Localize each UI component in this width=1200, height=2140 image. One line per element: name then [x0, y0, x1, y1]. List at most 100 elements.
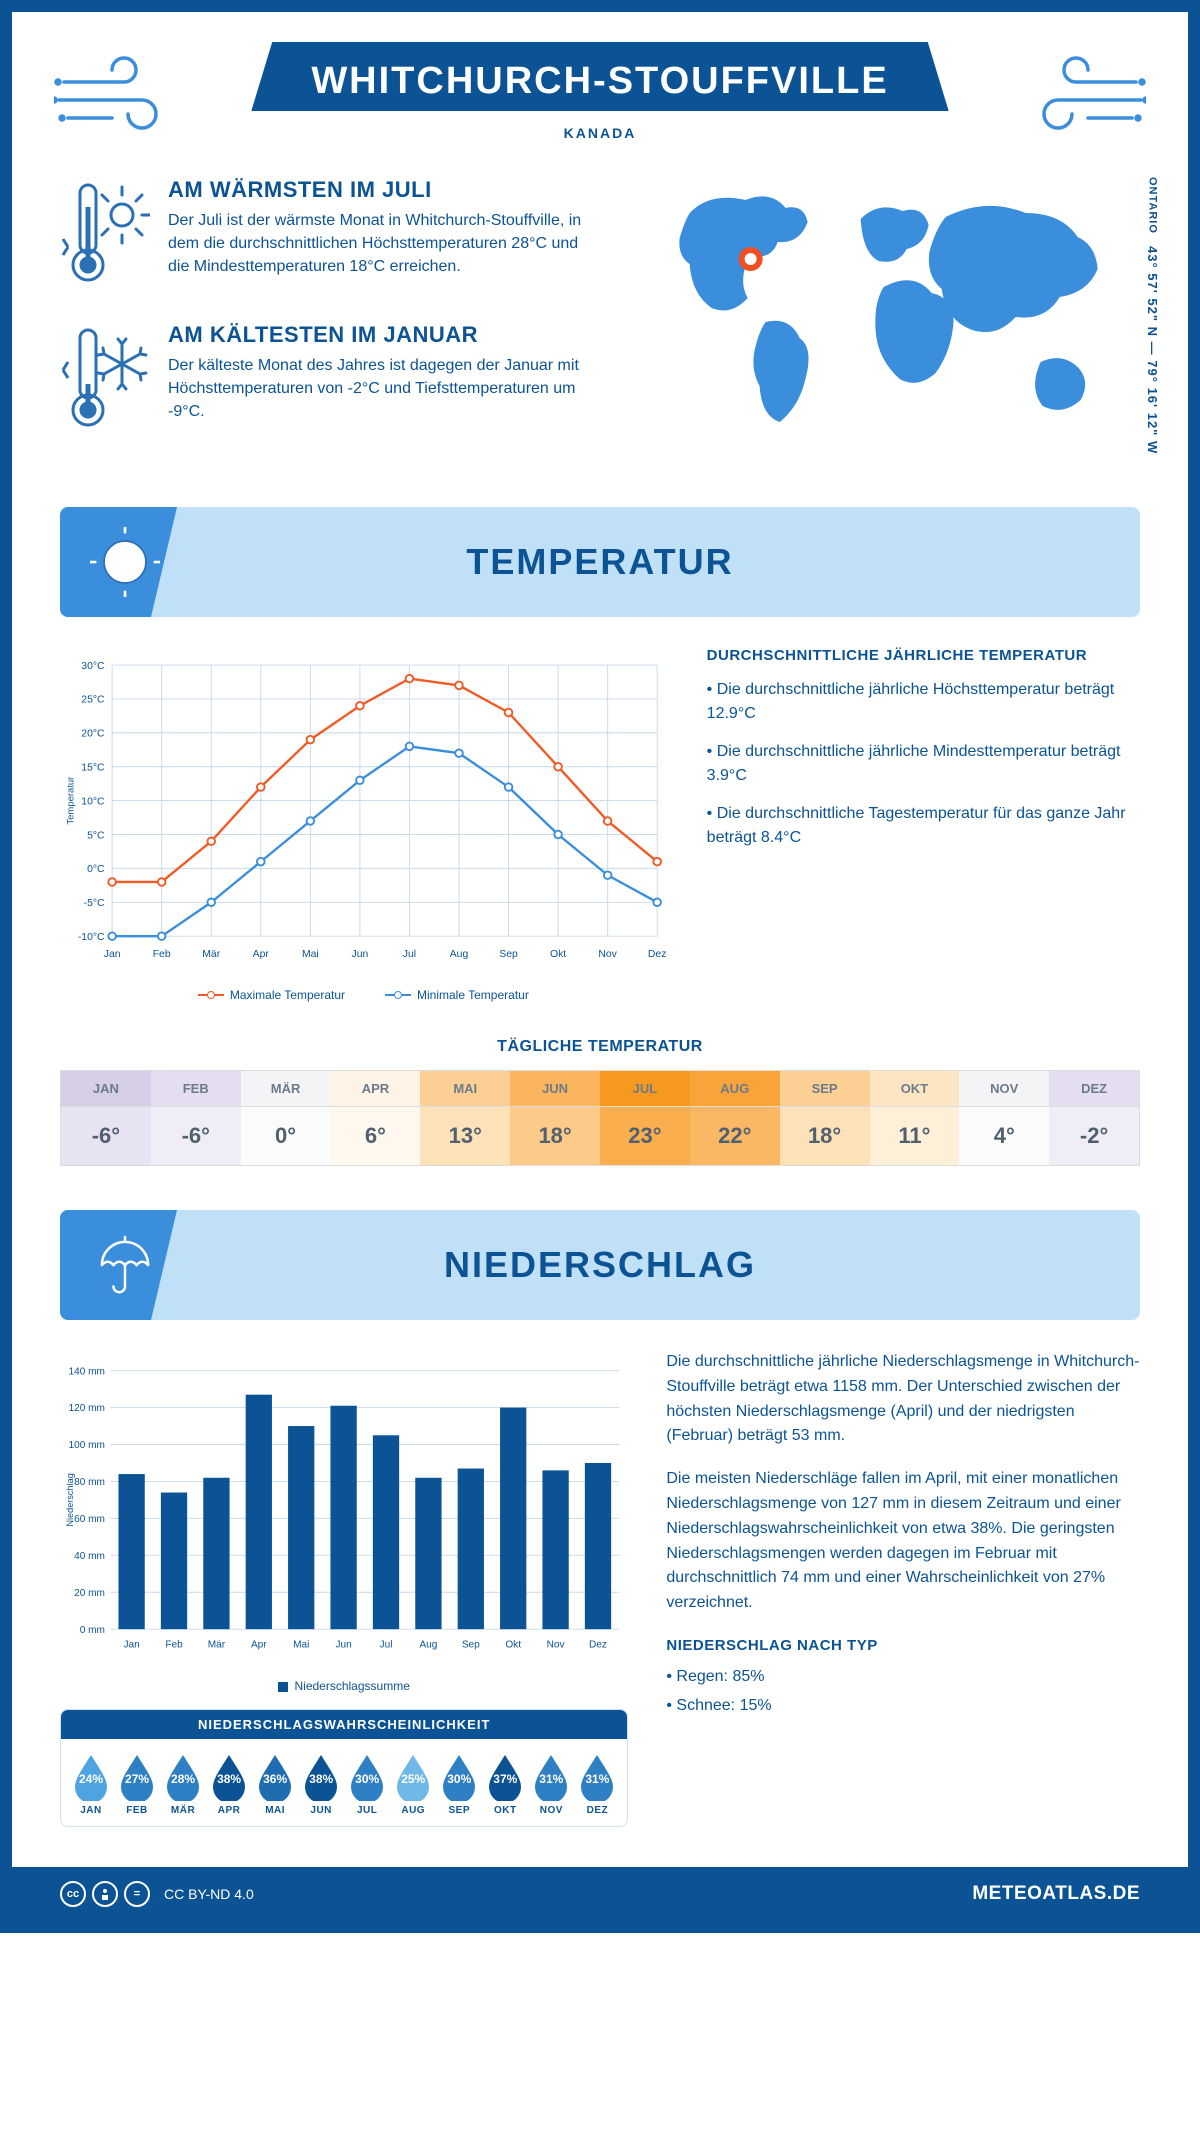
probability-value: 31% [539, 1772, 563, 1786]
svg-text:-5°C: -5°C [84, 898, 105, 909]
svg-text:Mai: Mai [293, 1640, 309, 1651]
header: WHITCHURCH-STOUFFVILLE KANADA [60, 42, 1140, 141]
probability-value: 30% [355, 1772, 379, 1786]
section-title: NIEDERSCHLAG [190, 1244, 1140, 1286]
license-block: cc = CC BY-ND 4.0 [60, 1881, 254, 1907]
svg-text:Jan: Jan [123, 1640, 139, 1651]
probability-box: NIEDERSCHLAGSWAHRSCHEINLICHKEIT 24% JAN … [60, 1709, 628, 1827]
by-icon [92, 1881, 118, 1907]
svg-text:15°C: 15°C [81, 763, 105, 774]
precip-type1: • Regen: 85% [666, 1665, 1140, 1690]
precip-type2: • Schnee: 15% [666, 1694, 1140, 1719]
nd-icon: = [124, 1881, 150, 1907]
infographic-page: WHITCHURCH-STOUFFVILLE KANADA AM WÄRMSTE… [0, 0, 1200, 1933]
legend-min: .legend-item:nth-child(2) .legend-swatch… [385, 988, 529, 1002]
coords-label: 43° 57' 52" N — 79° 16' 12" W [1145, 246, 1160, 454]
raindrop-icon: 27% [117, 1753, 157, 1801]
bar-legend: Niederschlagssumme [60, 1679, 628, 1693]
svg-text:60 mm: 60 mm [74, 1514, 105, 1525]
summary-title: DURCHSCHNITTLICHE JÄHRLICHE TEMPERATUR [707, 647, 1140, 664]
svg-text:25°C: 25°C [81, 695, 105, 706]
table-cell: 22° [690, 1107, 780, 1165]
svg-text:Aug: Aug [419, 1640, 437, 1651]
probability-value: 38% [309, 1772, 333, 1786]
facts-column: AM WÄRMSTEN IM JULI Der Juli ist der wär… [60, 177, 595, 467]
table-header: MÄR [241, 1071, 331, 1107]
temperature-banner: TEMPERATUR [60, 507, 1140, 617]
table-header: OKT [870, 1071, 960, 1107]
table-header: APR [331, 1071, 421, 1107]
svg-text:Mai: Mai [302, 949, 319, 960]
world-map-icon [631, 177, 1140, 437]
section-title: TEMPERATUR [190, 541, 1140, 583]
probability-cell: 36% MAI [253, 1753, 297, 1816]
table-header: JUN [510, 1071, 600, 1107]
probability-value: 30% [447, 1772, 471, 1786]
cc-icon: cc [60, 1881, 86, 1907]
svg-text:Sep: Sep [462, 1640, 480, 1651]
svg-text:Mär: Mär [202, 949, 220, 960]
probability-value: 36% [263, 1772, 287, 1786]
table-cell: 11° [870, 1107, 960, 1165]
chart-legend: .legend-item:nth-child(1) .legend-swatch… [60, 988, 667, 1002]
coldest-title: AM KÄLTESTEN IM JANUAR [168, 322, 595, 348]
summary-p1: • Die durchschnittliche jährliche Höchst… [707, 678, 1140, 726]
svg-text:Jul: Jul [403, 949, 416, 960]
probability-grid: 24% JAN 27% FEB 28% MÄR 38% APR [61, 1739, 627, 1826]
probability-month: FEB [115, 1805, 159, 1816]
precipitation-bar-chart: 0 mm20 mm40 mm60 mm80 mm100 mm120 mm140 … [60, 1350, 628, 1670]
content: WHITCHURCH-STOUFFVILLE KANADA AM WÄRMSTE… [12, 12, 1188, 1867]
svg-text:Feb: Feb [153, 949, 171, 960]
svg-text:20 mm: 20 mm [74, 1588, 105, 1599]
svg-text:Temperatur: Temperatur [65, 777, 76, 825]
precipitation-chart-column: 0 mm20 mm40 mm60 mm80 mm100 mm120 mm140 … [60, 1350, 628, 1827]
table-cell: 6° [331, 1107, 421, 1165]
probability-month: JUL [345, 1805, 389, 1816]
temperature-summary: DURCHSCHNITTLICHE JÄHRLICHE TEMPERATUR •… [707, 647, 1140, 1002]
raindrop-icon: 31% [577, 1753, 617, 1801]
raindrop-icon: 24% [71, 1753, 111, 1801]
table-header: FEB [151, 1071, 241, 1107]
svg-text:Niederschlag: Niederschlag [65, 1473, 75, 1526]
svg-text:Aug: Aug [450, 949, 469, 960]
svg-text:Mär: Mär [208, 1640, 226, 1651]
raindrop-icon: 30% [439, 1753, 479, 1801]
table-cell: 0° [241, 1107, 331, 1165]
city-title: WHITCHURCH-STOUFFVILLE [311, 60, 888, 103]
table-cell: 18° [780, 1107, 870, 1165]
table-header: JAN [61, 1071, 151, 1107]
svg-text:Sep: Sep [499, 949, 518, 960]
probability-cell: 31% DEZ [575, 1753, 619, 1816]
table-header: JUL [600, 1071, 690, 1107]
temperature-chart: -10°C-5°C0°C5°C10°C15°C20°C25°C30°CJanFe… [60, 647, 667, 1002]
summary-p3: • Die durchschnittliche Tagestemperatur … [707, 802, 1140, 850]
footer: cc = CC BY-ND 4.0 METEOATLAS.DE [12, 1867, 1188, 1921]
svg-text:5°C: 5°C [87, 830, 105, 841]
probability-month: JAN [69, 1805, 113, 1816]
probability-cell: 38% JUN [299, 1753, 343, 1816]
table-cell: 23° [600, 1107, 690, 1165]
svg-text:Okt: Okt [550, 949, 566, 960]
wind-icon [1026, 52, 1146, 142]
svg-text:Okt: Okt [505, 1640, 521, 1651]
legend-max: .legend-item:nth-child(1) .legend-swatch… [198, 988, 345, 1002]
table-cell: -2° [1049, 1107, 1139, 1165]
probability-value: 31% [585, 1772, 609, 1786]
svg-text:40 mm: 40 mm [74, 1551, 105, 1562]
probability-month: NOV [529, 1805, 573, 1816]
svg-text:80 mm: 80 mm [74, 1477, 105, 1488]
svg-text:Apr: Apr [251, 1640, 267, 1651]
probability-month: SEP [437, 1805, 481, 1816]
probability-cell: 28% MÄR [161, 1753, 205, 1816]
raindrop-icon: 28% [163, 1753, 203, 1801]
table-header: NOV [959, 1071, 1049, 1107]
table-header: MAI [420, 1071, 510, 1107]
coordinates: ONTARIO 43° 57' 52" N — 79° 16' 12" W [1145, 177, 1160, 467]
svg-text:-10°C: -10°C [78, 932, 105, 943]
precip-p1: Die durchschnittliche jährliche Niedersc… [666, 1350, 1140, 1449]
probability-value: 38% [217, 1772, 241, 1786]
svg-text:Dez: Dez [589, 1640, 607, 1651]
probability-cell: 37% OKT [483, 1753, 527, 1816]
thermometer-hot-icon [60, 177, 150, 292]
probability-cell: 30% JUL [345, 1753, 389, 1816]
